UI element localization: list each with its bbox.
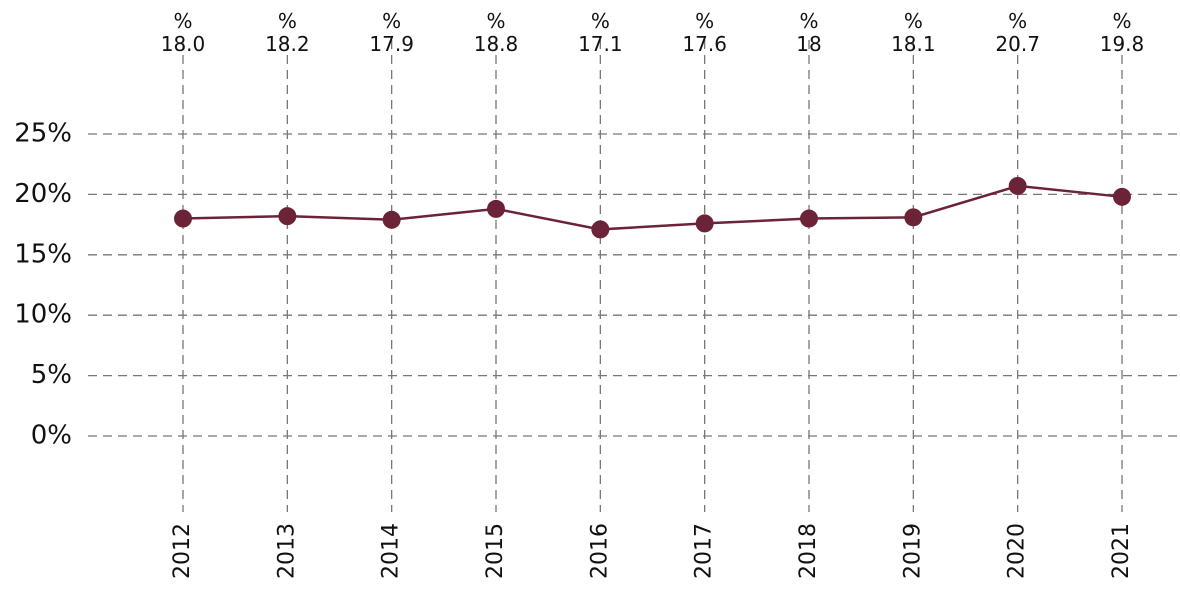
x-tick-label: 2021 [1109,523,1134,579]
x-tick-label: 2017 [692,523,717,579]
marker [487,199,505,218]
x-tick-label: 2015 [483,523,508,579]
y-tick-label: 25% [14,119,72,149]
marker [278,207,297,226]
x-tick-label: 2014 [379,523,404,579]
marker [1008,176,1027,195]
marker [904,208,923,227]
line [182,184,1123,231]
y-tick-label: 10% [14,300,72,330]
value-label: % 19.8 [1099,9,1145,56]
x-tick-label: 2019 [900,523,925,579]
marker [695,214,714,233]
y-tick-label: 20% [14,179,72,209]
marker [1113,187,1131,206]
value-label: % 18.1 [891,9,936,56]
y-tick-label: 5% [31,360,72,390]
x-tick-label: 2018 [796,523,821,579]
value-label: % 17.9 [369,9,414,56]
marker [174,209,192,228]
x-tick-label: 2012 [170,523,195,579]
value-label: % 18.0 [160,9,206,56]
value-label: % 20.7 [995,9,1040,56]
x-tick-label: 2020 [1005,523,1030,579]
value-label: % 17.6 [682,9,727,56]
x-tick-label: 2013 [274,523,299,579]
value-label: % 18.2 [265,9,310,56]
marker [382,210,401,229]
y-tick-label: 15% [14,239,72,269]
y-tick-label: 0% [31,421,72,451]
marker [800,209,818,228]
value-label: % 18.8 [473,9,519,56]
marker [591,220,610,239]
value-label: % 17.1 [578,9,623,56]
x-tick-label: 2016 [587,523,612,579]
value-label: % 18 [796,9,822,56]
